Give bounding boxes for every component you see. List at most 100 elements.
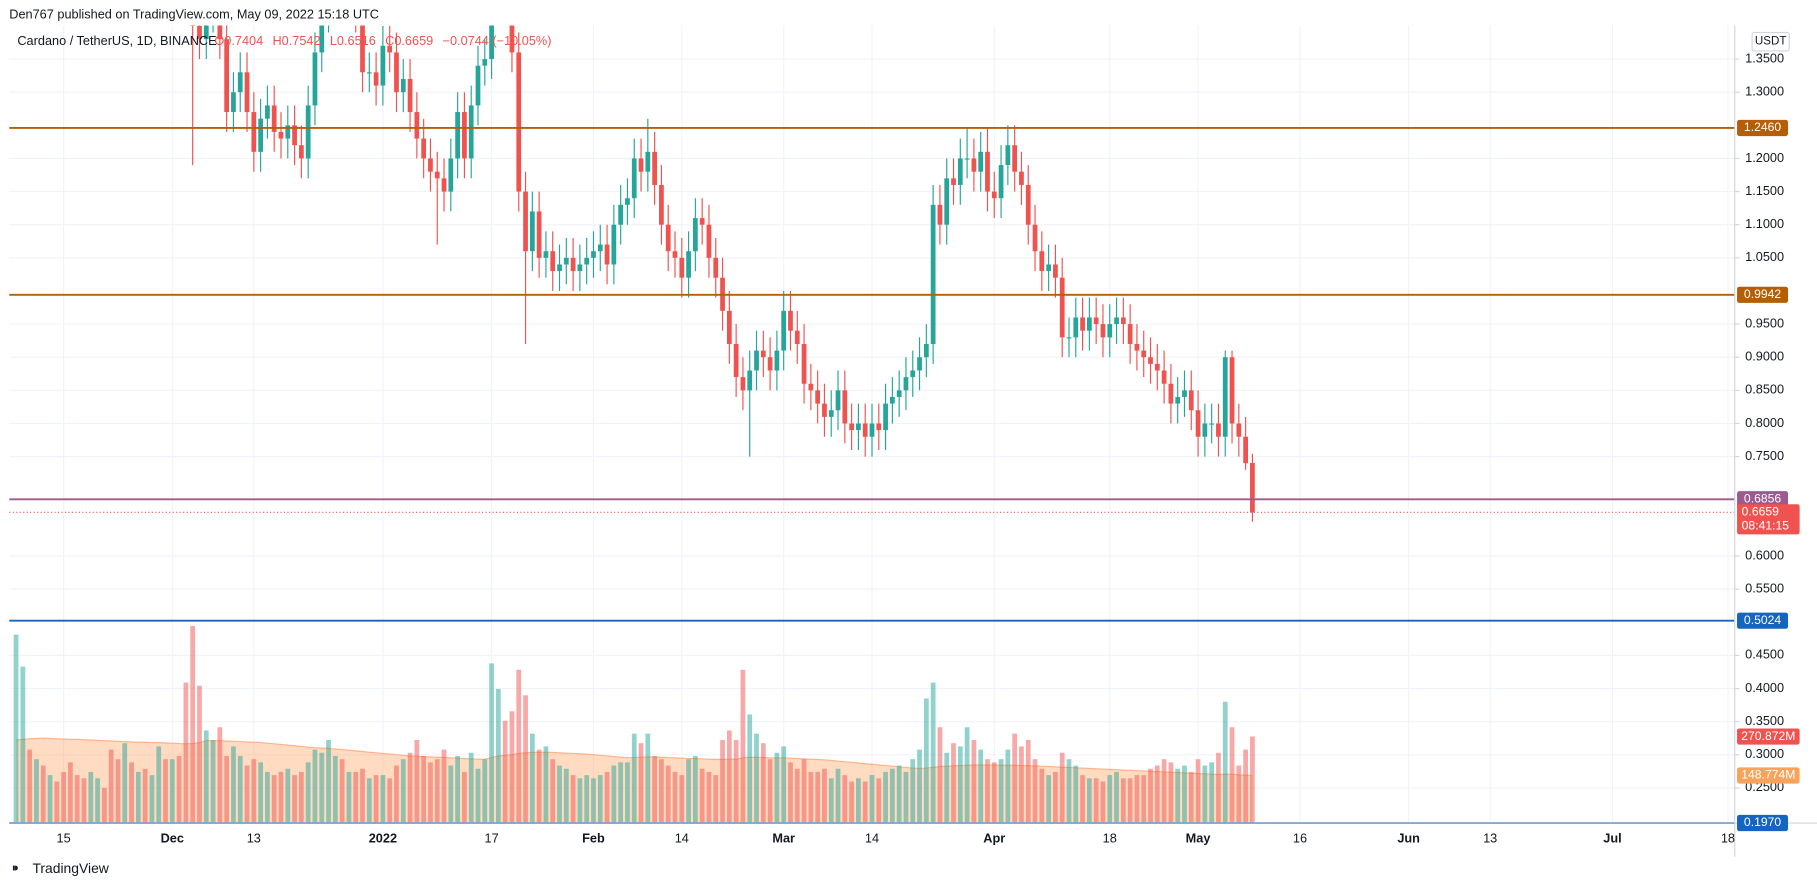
candle-body <box>611 224 617 265</box>
ohlc-value: O0.7404 <box>214 33 263 48</box>
candle-body <box>231 92 236 113</box>
volume-bar <box>387 778 393 824</box>
candle-body <box>394 52 399 93</box>
volume-bar <box>516 669 522 824</box>
volume-bar <box>828 778 834 824</box>
volume-bar <box>659 759 664 824</box>
candle-body <box>1175 396 1181 404</box>
candle-body <box>557 264 562 272</box>
candle-body <box>856 423 861 431</box>
candle-body <box>1222 357 1228 437</box>
volume-bar <box>937 727 943 824</box>
candle-body <box>1202 423 1208 437</box>
candle-body <box>509 25 515 53</box>
candle-body <box>305 105 311 159</box>
candle-body <box>618 204 624 225</box>
candle-body <box>842 390 848 424</box>
candle-body <box>482 59 488 66</box>
y-tick-label: 1.1500 <box>1745 183 1784 198</box>
volume-bar <box>570 775 576 824</box>
y-tick-label: 0.6000 <box>1745 547 1784 562</box>
volume-bar <box>1066 759 1072 824</box>
candle-body <box>577 264 583 272</box>
volume-bar <box>652 755 657 824</box>
volume-bar <box>1046 775 1051 824</box>
x-tick-label: 15 <box>57 831 71 846</box>
volume-bar <box>1175 768 1181 824</box>
volume-bar <box>360 768 365 824</box>
volume-bar <box>788 762 793 824</box>
candle-body <box>971 158 977 172</box>
volume-bar <box>224 755 230 824</box>
x-tick-label: 14 <box>675 831 689 846</box>
volume-bar <box>733 740 739 824</box>
volume-bar <box>930 682 936 824</box>
level-label-bg <box>1737 286 1789 303</box>
volume-bar <box>1161 759 1167 824</box>
candle-body <box>523 191 528 252</box>
volume-bar <box>74 775 80 824</box>
volume-bar <box>265 771 270 824</box>
volume-bar <box>156 746 162 824</box>
volume-bar <box>550 759 556 824</box>
volume-bar <box>1053 771 1058 824</box>
logo: TradingView <box>32 860 109 876</box>
level-label: 0.6856 <box>1744 492 1781 506</box>
volume-bar <box>434 759 440 824</box>
candle-body <box>985 151 990 192</box>
candle-body <box>903 377 909 391</box>
volume-bar <box>482 759 488 824</box>
volume-bar <box>129 762 134 824</box>
volume-bar <box>428 762 433 824</box>
volume-bar <box>618 762 624 824</box>
candle-body <box>563 257 569 265</box>
volume-bar <box>1032 759 1038 824</box>
candle-body <box>896 390 902 397</box>
volume-bar <box>523 695 528 824</box>
volume-bar <box>747 714 753 824</box>
volume-bar <box>1229 727 1235 824</box>
volume-bar <box>917 749 922 824</box>
candle-body <box>1216 423 1221 437</box>
candle-body <box>414 112 420 139</box>
candle-body <box>1046 264 1051 272</box>
candle-body <box>991 191 997 199</box>
volume-bar <box>964 727 970 824</box>
candle-body <box>740 377 746 391</box>
candle-body <box>801 343 807 384</box>
volume-bar <box>190 626 196 824</box>
volume-bar <box>889 768 895 824</box>
candle-body <box>767 357 773 371</box>
volume-bar <box>244 765 250 824</box>
candle-body <box>1073 317 1079 338</box>
candle-body <box>638 158 644 172</box>
volume-bar <box>47 775 53 824</box>
volume-bar <box>808 771 814 824</box>
volume-bar <box>692 755 698 824</box>
volume-bar <box>285 768 291 824</box>
candle-body <box>699 218 705 225</box>
x-tick-label: Apr <box>983 831 1005 846</box>
candle-body <box>251 112 257 152</box>
volume-bar <box>489 663 494 824</box>
y-tick-label: 1.3000 <box>1745 84 1784 99</box>
volume-bar <box>944 752 950 824</box>
candle-body <box>652 151 657 185</box>
volume-bar <box>849 781 854 824</box>
candle-body <box>1209 423 1215 425</box>
candle-body <box>1195 410 1201 437</box>
candle-body <box>536 211 542 258</box>
candle-body <box>1188 390 1194 411</box>
volume-bar <box>20 666 26 824</box>
volume-bar <box>903 771 909 824</box>
volume-bar <box>101 787 107 824</box>
countdown: 08:41:15 <box>1742 518 1790 532</box>
volume-bar <box>1236 765 1242 824</box>
candle-body <box>285 125 291 139</box>
ohlc-value: −0.0744 (−10.05%) <box>443 33 552 48</box>
volume-bar <box>400 759 406 824</box>
x-tick-label: 14 <box>865 831 879 846</box>
candle-body <box>278 131 284 139</box>
candle-body <box>910 370 916 378</box>
volume-bar <box>108 749 114 824</box>
